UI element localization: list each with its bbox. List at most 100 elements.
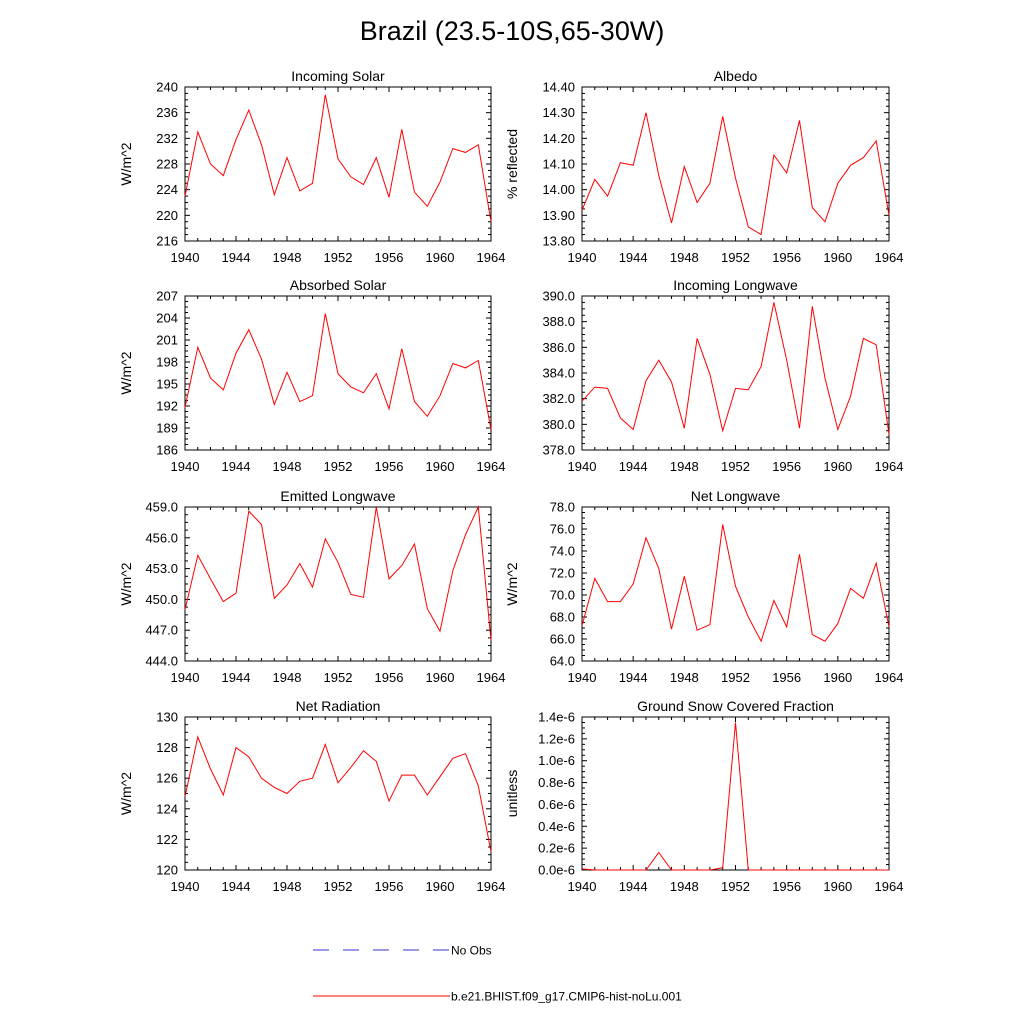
y-axis-label: W/m^2 xyxy=(118,142,134,185)
x-tick-label: 1964 xyxy=(477,459,506,474)
y-tick-label: 186 xyxy=(156,443,178,458)
y-tick-label: 74.0 xyxy=(550,544,575,559)
y-tick-label: 386.0 xyxy=(542,340,575,355)
x-tick-label: 1964 xyxy=(477,879,506,894)
y-tick-label: 192 xyxy=(156,399,178,414)
y-axis-label: unitless xyxy=(504,770,520,817)
x-tick-label: 1960 xyxy=(823,879,852,894)
plot-frame xyxy=(184,716,492,871)
x-tick-label: 1944 xyxy=(619,459,648,474)
y-tick-label: 126 xyxy=(156,771,178,786)
y-tick-label: 1.0e-6 xyxy=(538,753,575,768)
x-tick-label: 1948 xyxy=(670,670,699,685)
legend-label-model-run: b.e21.BHIST.f09_g17.CMIP6-hist-noLu.001 xyxy=(451,990,682,1004)
y-tick-label: 236 xyxy=(156,105,178,120)
y-tick-label: 0.2e-6 xyxy=(538,841,575,856)
y-tick-label: 224 xyxy=(156,182,178,197)
chart-panel: Ground Snow Covered Fraction 1940 1944 1948… xyxy=(504,698,903,894)
x-tick-label: 1940 xyxy=(568,879,597,894)
y-tick-label: 14.00 xyxy=(542,182,575,197)
y-tick-label: 453.0 xyxy=(145,561,178,576)
series-line xyxy=(184,735,492,852)
x-tick-label: 1940 xyxy=(171,879,200,894)
y-tick-label: 198 xyxy=(156,355,178,370)
y-tick-label: 72.0 xyxy=(550,566,575,581)
y-axis-label: W/m^2 xyxy=(504,562,520,605)
chart-panel: Incoming Solar 1940 1944 1948 1952 1956 1960 19… xyxy=(118,68,505,265)
x-tick-label: 1940 xyxy=(568,459,597,474)
y-tick-label: 207 xyxy=(156,289,178,304)
y-tick-label: 13.80 xyxy=(542,234,575,249)
x-tick-label: 1960 xyxy=(823,459,852,474)
y-tick-label: 450.0 xyxy=(145,592,178,607)
y-axis-label: W/m^2 xyxy=(118,772,134,815)
x-tick-label: 1944 xyxy=(222,250,251,265)
y-tick-label: 390.0 xyxy=(542,289,575,304)
y-tick-label: 0.8e-6 xyxy=(538,775,575,790)
y-tick-label: 0.4e-6 xyxy=(538,819,575,834)
chart-panel: Emitted Longwave 1940 1944 1948 1952 1956 1960… xyxy=(118,488,505,685)
x-tick-label: 1948 xyxy=(670,459,699,474)
x-tick-label: 1948 xyxy=(273,670,302,685)
x-tick-label: 1944 xyxy=(619,250,648,265)
x-tick-label: 1960 xyxy=(823,670,852,685)
x-tick-label: 1944 xyxy=(619,879,648,894)
y-tick-label: 204 xyxy=(156,311,178,326)
figure-title: Brazil (23.5-10S,65-30W) xyxy=(360,16,665,46)
panel-title: Albedo xyxy=(714,68,758,84)
series-line xyxy=(581,722,889,871)
chart-panel: Net Longwave 1940 1944 1948 1952 1956 1960 1964… xyxy=(504,488,903,685)
panel-title: Ground Snow Covered Fraction xyxy=(637,698,834,714)
y-tick-label: 14.40 xyxy=(542,80,575,95)
x-tick-label: 1960 xyxy=(823,250,852,265)
x-tick-label: 1940 xyxy=(171,459,200,474)
y-tick-label: 66.0 xyxy=(550,632,575,647)
y-tick-label: 1.4e-6 xyxy=(538,710,575,725)
y-tick-label: 14.30 xyxy=(542,105,575,120)
series-line xyxy=(581,112,890,236)
x-tick-label: 1956 xyxy=(375,459,404,474)
panel-title: Emitted Longwave xyxy=(280,488,395,504)
y-tick-label: 0.0e-6 xyxy=(538,863,575,878)
legend: No Obs b.e21.BHIST.f09_g17.CMIP6-hist-no… xyxy=(313,944,682,1004)
chart-panel: Net Radiation 1940 1944 1948 1952 1956 1960 196… xyxy=(118,698,505,894)
y-tick-label: 378.0 xyxy=(542,443,575,458)
plot-frame xyxy=(184,506,492,662)
y-axis-label: W/m^2 xyxy=(118,351,134,394)
panel-title: Net Longwave xyxy=(691,488,781,504)
y-tick-label: 124 xyxy=(156,801,178,816)
y-tick-label: 232 xyxy=(156,131,178,146)
x-tick-label: 1948 xyxy=(670,879,699,894)
x-tick-label: 1940 xyxy=(171,670,200,685)
x-tick-label: 1944 xyxy=(222,459,251,474)
x-tick-label: 1964 xyxy=(875,459,904,474)
y-tick-label: 120 xyxy=(156,863,178,878)
x-tick-label: 1956 xyxy=(375,670,404,685)
y-axis-label: % reflected xyxy=(504,129,520,199)
x-tick-label: 1940 xyxy=(568,250,597,265)
y-tick-label: 78.0 xyxy=(550,500,575,515)
x-tick-label: 1952 xyxy=(721,670,750,685)
y-tick-label: 13.90 xyxy=(542,208,575,223)
y-tick-label: 195 xyxy=(156,377,178,392)
x-tick-label: 1960 xyxy=(426,879,455,894)
x-tick-label: 1956 xyxy=(772,250,801,265)
y-tick-label: 216 xyxy=(156,234,178,249)
panel-title: Incoming Longwave xyxy=(673,277,798,293)
y-tick-label: 240 xyxy=(156,80,178,95)
y-tick-label: 380.0 xyxy=(542,417,575,432)
x-tick-label: 1948 xyxy=(273,250,302,265)
chart-panel: Albedo 1940 1944 1948 1952 1956 1960 1964 13.80 1… xyxy=(504,68,903,265)
x-tick-label: 1964 xyxy=(875,250,904,265)
y-tick-label: 68.0 xyxy=(550,610,575,625)
x-tick-label: 1960 xyxy=(426,250,455,265)
y-tick-label: 64.0 xyxy=(550,654,575,669)
chart-panel: Absorbed Solar 1940 1944 1948 1952 1956 1960 19… xyxy=(118,277,505,474)
x-tick-label: 1948 xyxy=(273,879,302,894)
y-tick-label: 459.0 xyxy=(145,500,178,515)
x-tick-label: 1956 xyxy=(375,250,404,265)
y-tick-label: 444.0 xyxy=(145,654,178,669)
y-tick-label: 382.0 xyxy=(542,391,575,406)
x-tick-label: 1944 xyxy=(222,879,251,894)
